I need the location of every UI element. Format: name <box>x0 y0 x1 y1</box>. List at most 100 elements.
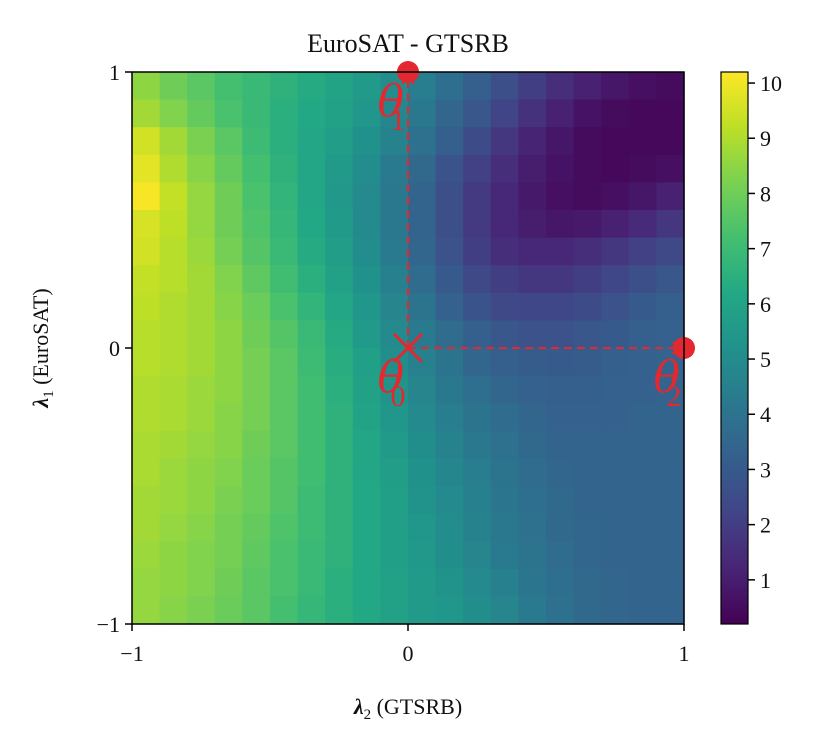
heatmap-cell <box>573 430 602 459</box>
heatmap-cell <box>325 403 354 432</box>
heatmap-cell <box>435 292 464 321</box>
heatmap-cell <box>132 154 161 183</box>
heatmap-cell <box>270 237 299 266</box>
heatmap-cell <box>214 348 243 377</box>
heatmap-cell <box>352 99 381 128</box>
heatmap-cell <box>628 541 657 570</box>
point-label-theta2: θ <box>654 352 681 403</box>
heatmap-cell <box>628 320 657 349</box>
heatmap-cell <box>628 237 657 266</box>
heatmap-cell <box>463 348 492 377</box>
heatmap-cell <box>546 72 575 101</box>
colorbar-tick-label: 1 <box>760 568 771 593</box>
heatmap-cell <box>463 182 492 211</box>
heatmap-cell <box>187 458 216 487</box>
heatmap-cell <box>380 458 409 487</box>
heatmap-cell <box>656 182 685 211</box>
y-tick-label: 0 <box>109 336 120 361</box>
heatmap-cell <box>297 541 326 570</box>
heatmap-cell <box>573 182 602 211</box>
heatmap-cell <box>214 541 243 570</box>
heatmap-cell <box>546 375 575 404</box>
heatmap-cell <box>601 375 630 404</box>
heatmap-cell <box>270 513 299 542</box>
colorbar-tick-label: 10 <box>760 71 782 96</box>
heatmap-cell <box>490 99 519 128</box>
heatmap-cell <box>242 430 271 459</box>
heatmap-cell <box>628 375 657 404</box>
heatmap-cell <box>408 513 437 542</box>
heatmap-cell <box>490 320 519 349</box>
heatmap-cell <box>518 348 547 377</box>
heatmap-cell <box>490 210 519 239</box>
heatmap-cell <box>242 127 271 156</box>
y-axis-label: λ1 (EuroSAT) <box>28 288 57 408</box>
heatmap-cell <box>187 375 216 404</box>
heatmap-cell <box>297 486 326 515</box>
heatmap-cell <box>159 237 188 266</box>
heatmap-cell <box>408 237 437 266</box>
heatmap-cell <box>408 458 437 487</box>
heatmap-cell <box>380 99 409 128</box>
heatmap-cell <box>628 596 657 625</box>
heatmap-cell <box>435 72 464 101</box>
heatmap-cell <box>490 72 519 101</box>
heatmap-cell <box>214 596 243 625</box>
heatmap-cell <box>187 320 216 349</box>
heatmap-cell <box>297 99 326 128</box>
heatmap-cell <box>132 541 161 570</box>
heatmap-cell <box>270 541 299 570</box>
heatmap-cell <box>352 348 381 377</box>
heatmap-cell <box>352 430 381 459</box>
heatmap-cell <box>463 210 492 239</box>
heatmap-cell <box>187 154 216 183</box>
heatmap-cell <box>601 430 630 459</box>
heatmap-cell <box>546 99 575 128</box>
colorbar <box>720 71 749 625</box>
colorbar-tick-label: 6 <box>760 292 771 317</box>
colorbar-tick-label: 8 <box>760 181 771 206</box>
heatmap-cell <box>408 430 437 459</box>
point-label-subscript: 1 <box>391 104 406 137</box>
heatmap-cell <box>408 127 437 156</box>
heatmap-cell <box>656 486 685 515</box>
heatmap-cell <box>297 403 326 432</box>
heatmap-cell <box>573 127 602 156</box>
heatmap-cell <box>325 72 354 101</box>
heatmap-cell <box>656 237 685 266</box>
heatmap-cell <box>573 458 602 487</box>
heatmap-cell <box>352 292 381 321</box>
heatmap-cell <box>435 430 464 459</box>
heatmap-cell <box>463 513 492 542</box>
heatmap-cell <box>132 127 161 156</box>
heatmap-cell <box>187 348 216 377</box>
heatmap-cell <box>159 72 188 101</box>
heatmap-cell <box>325 596 354 625</box>
heatmap-cell <box>297 568 326 597</box>
heatmap-cell <box>463 237 492 266</box>
heatmap-cell <box>242 72 271 101</box>
heatmap-cell <box>132 210 161 239</box>
heatmap-cell <box>214 430 243 459</box>
heatmap-cell <box>325 513 354 542</box>
heatmap-cell <box>408 403 437 432</box>
heatmap-cell <box>518 72 547 101</box>
colorbar-tick-label: 3 <box>760 457 771 482</box>
heatmap-cell <box>132 375 161 404</box>
heatmap-cell <box>435 182 464 211</box>
heatmap-cell <box>159 292 188 321</box>
heatmap-cell <box>242 210 271 239</box>
heatmap-cell <box>132 596 161 625</box>
heatmap-cell <box>380 486 409 515</box>
heatmap-cell <box>408 541 437 570</box>
heatmap-cell <box>601 403 630 432</box>
heatmap-cell <box>546 348 575 377</box>
heatmap-cell <box>159 403 188 432</box>
heatmap-cell <box>573 320 602 349</box>
heatmap-cell <box>656 541 685 570</box>
x-axis-label-text: (GTSRB) <box>371 694 462 719</box>
heatmap-cell <box>490 458 519 487</box>
heatmap-cell <box>518 210 547 239</box>
heatmap-cell <box>132 320 161 349</box>
